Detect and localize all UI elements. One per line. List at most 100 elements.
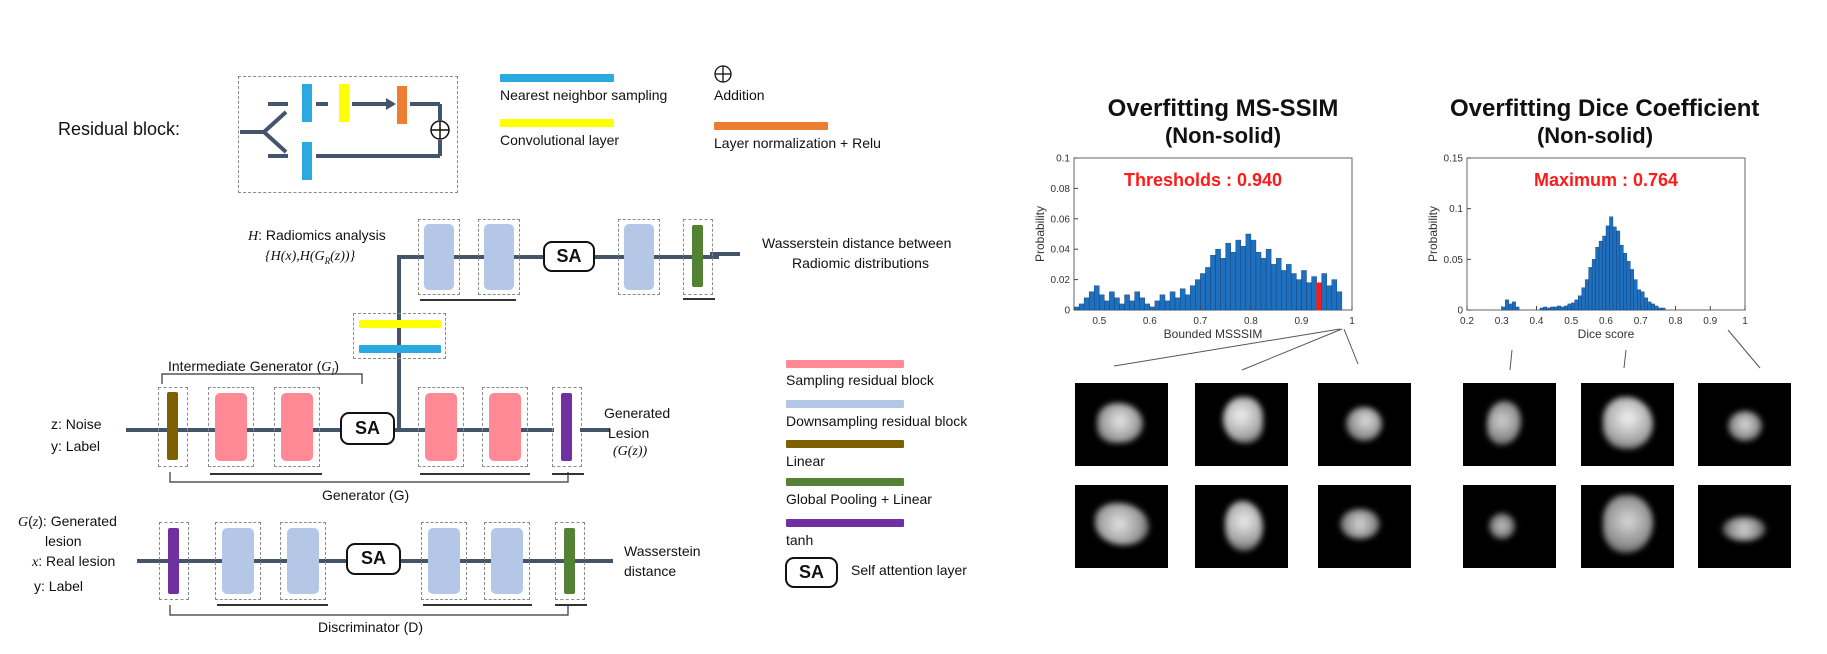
chart2-xtick-label: 0.2 [1460, 316, 1474, 327]
chart1-bar [1190, 285, 1196, 311]
intermediate-generator-label: Intermediate Generator (GI) [168, 358, 340, 377]
chart1-xlabel: Bounded MSSSIM [1164, 327, 1263, 341]
chart2-bar [1630, 269, 1634, 311]
radiomics-downsample-block-2 [484, 224, 514, 290]
res-conv-bar [339, 84, 349, 122]
chart1-bar [1275, 258, 1282, 311]
chart2-bar [1661, 307, 1666, 311]
radiomics-global-pool-bar [692, 225, 703, 287]
generator-sampling-block-3 [425, 393, 457, 461]
chart1-bar [1164, 300, 1171, 311]
chart1-ytick-label: 0.04 [1051, 245, 1071, 256]
chart1-xtick-label: 0.5 [1092, 316, 1106, 327]
chart1-bar [1296, 279, 1302, 311]
chart1-bar [1331, 279, 1338, 311]
chart1-bar [1099, 294, 1105, 311]
chart1-ytick-label: 0.1 [1056, 154, 1070, 165]
chart1-bar [1255, 252, 1262, 311]
chart1-bar [1179, 288, 1186, 311]
chart1-histogram: 0 0.02 0.04 0.06 0.08 0.1 0.5 0.6 0.7 0.8 0.9 1 Boun… [1033, 154, 1355, 342]
chart2-xtick-label: 0.9 [1703, 316, 1717, 327]
radiomics-output-line1: Wasserstein distance between [762, 235, 952, 251]
chart2-bar [1644, 297, 1648, 311]
chart2-xtick-label: 1 [1742, 316, 1748, 327]
chart2-bar [1633, 279, 1638, 311]
discriminator-down-block-4 [491, 528, 523, 594]
radiomics-output-line2: Radiomic distributions [792, 255, 929, 271]
legend-tanh-label: tanh [786, 532, 814, 548]
chart1-bar [1144, 303, 1151, 311]
generator-tanh-bar [561, 393, 572, 461]
chart2-subtitle: (Non-solid) [1536, 123, 1654, 148]
chart1-bar [1291, 273, 1297, 311]
discriminator-global-pool-bar [564, 528, 575, 594]
chart1-bar [1281, 270, 1287, 311]
chart2-bar [1505, 299, 1509, 311]
legend-sa-block: SA [785, 557, 838, 588]
lesion-msssim-2 [1195, 383, 1288, 466]
chart2-title: Overfitting Dice Coefficient [1450, 95, 1760, 122]
chart2-bar [1567, 303, 1572, 311]
chart1-bar [1220, 258, 1226, 311]
chart1-bar [1088, 291, 1095, 311]
chart1-ylabel: Probability [1033, 206, 1047, 262]
chart1-bar [1301, 270, 1307, 311]
generator-name: Generator (G) [322, 487, 410, 503]
lesion-msssim-3 [1318, 383, 1411, 466]
lesion-dice-6 [1698, 485, 1791, 568]
discriminator-sa-block: SA [346, 543, 401, 575]
chart2-bar [1574, 299, 1579, 311]
chart1-bar [1265, 248, 1272, 311]
radiomics-out-line [710, 252, 740, 256]
discriminator-down-block-3 [428, 528, 460, 594]
chart1-bar [1235, 239, 1241, 311]
chart1-ytick-label: 0.06 [1051, 214, 1071, 225]
chart2-bar [1577, 295, 1582, 311]
chart2-bar [1616, 230, 1621, 311]
chart1-bar [1225, 242, 1231, 311]
lesion-dice-2 [1581, 383, 1674, 466]
chart1-xtick-label: 0.9 [1295, 316, 1309, 327]
legend-tanh-swatch [786, 519, 904, 527]
chart2-ytick-label: 0.15 [1444, 154, 1464, 165]
chart2-bar [1571, 302, 1575, 311]
chart1-xtick-label: 0.8 [1244, 316, 1258, 327]
discriminator-down-block-1 [222, 528, 254, 594]
legend-sampling-label: Sampling residual block [786, 372, 934, 388]
legend-conv-label: Convolutional layer [500, 132, 620, 148]
chart1-bar [1210, 255, 1216, 311]
discriminator-input-label: y: Label [34, 578, 84, 594]
chart1-bar [1124, 294, 1130, 311]
chart2-bar [1557, 305, 1562, 311]
chart2-bar [1591, 259, 1596, 311]
chart1-ytick-label: 0 [1064, 306, 1070, 317]
chart2-xtick-label: 0.8 [1669, 316, 1683, 327]
discriminator-output-line2: distance [624, 563, 677, 579]
chart2-ytick-label: 0.05 [1444, 255, 1464, 266]
chart2-bar [1637, 289, 1641, 311]
chart2-bar [1550, 306, 1555, 311]
chart1-bar [1114, 297, 1120, 311]
chart1-bar [1159, 294, 1166, 311]
chart2-ytick-label: 0 [1457, 306, 1463, 317]
chart1-bar [1311, 276, 1317, 311]
chart1-bar [1154, 300, 1161, 311]
chart2-bar [1605, 225, 1610, 311]
chart1-bar [1169, 291, 1176, 311]
lesion-dice-4 [1463, 485, 1556, 568]
callout-lines [1113, 328, 1761, 371]
generator-input-label: y: Label [51, 438, 101, 454]
legend-addition-label: Addition [714, 87, 765, 103]
chart2-xlabel: Dice score [1578, 327, 1635, 341]
discriminator-input-gz: G(z): Generated [18, 513, 117, 530]
radiomics-sa-block: SA [543, 241, 595, 272]
chart1-bar [1321, 273, 1327, 311]
chart2-bar [1501, 306, 1506, 311]
discriminator-tanh-bar [168, 528, 179, 594]
chart2-bar [1564, 305, 1568, 311]
lesion-msssim-5 [1195, 485, 1288, 568]
legend-linear-label: Linear [786, 453, 825, 469]
chart2-bar [1595, 246, 1600, 311]
chart2-ylabel: Probability [1426, 206, 1440, 262]
legend-norm-swatch [714, 122, 828, 130]
